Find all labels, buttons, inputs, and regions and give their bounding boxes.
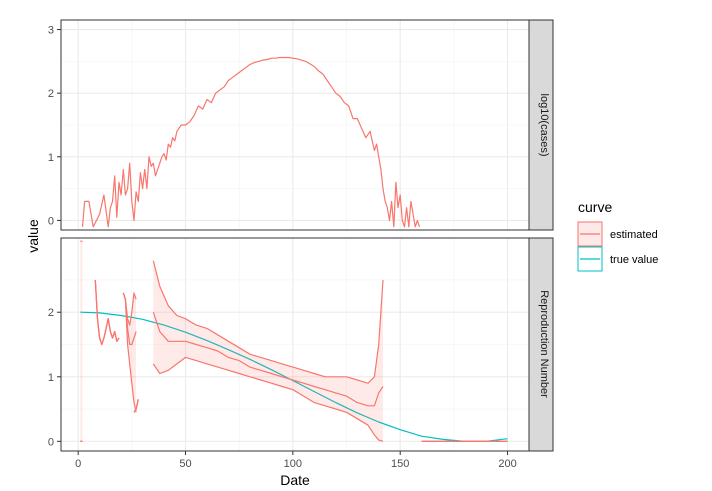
panel-2-strip xyxy=(528,237,554,452)
y-tick-label: 0 xyxy=(48,215,54,227)
x-tick-label: 0 xyxy=(75,458,81,470)
x-tick-label: 150 xyxy=(391,458,409,470)
legend-label-estimated: estimated xyxy=(610,229,658,241)
x-axis-title: Date xyxy=(280,472,310,488)
legend-title: curve xyxy=(578,199,612,215)
series-line-estimated xyxy=(81,56,421,228)
x-axis-ticks: 0 50 100 150 200 xyxy=(75,451,517,470)
x-tick-label: 50 xyxy=(179,458,191,470)
panel-1-y-ticks: 0 1 2 3 xyxy=(48,25,61,227)
x-tick-label: 200 xyxy=(498,458,516,470)
ribbon-segment xyxy=(80,241,83,442)
ribbon-segment xyxy=(153,260,383,442)
panel-2-grid xyxy=(61,238,529,451)
y-tick-label: 3 xyxy=(48,25,54,37)
legend-label-true-value: true value xyxy=(610,254,658,266)
ribbon-segment xyxy=(123,292,137,413)
ribbon-upper-line xyxy=(152,260,384,384)
panel-1-data xyxy=(81,56,421,228)
y-tick-label: 0 xyxy=(48,436,54,448)
legend: curve estimated true value xyxy=(577,199,658,272)
legend-entry-estimated: estimated xyxy=(577,221,658,247)
y-tick-label: 1 xyxy=(48,372,54,384)
estimate-line-segment xyxy=(122,292,137,346)
legend-entry-true-value: true value xyxy=(577,246,658,272)
y-tick-label: 1 xyxy=(48,152,54,164)
panel-1-strip-label: log10(cases) xyxy=(538,94,550,157)
panel-1-strip xyxy=(528,19,554,231)
y-axis-title: value xyxy=(25,219,41,253)
panel-2-data xyxy=(80,240,508,442)
y-tick-label: 2 xyxy=(48,88,54,100)
panel-2-y-ticks: 0 1 2 xyxy=(48,307,61,448)
ribbon-lower-line xyxy=(152,356,384,442)
estimate-line-segment xyxy=(133,399,139,413)
estimate-line-segment xyxy=(94,279,120,346)
estimate-line-segment xyxy=(152,312,384,407)
y-tick-label: 2 xyxy=(48,307,54,319)
x-tick-label: 100 xyxy=(284,458,302,470)
panel-2-strip-label: Reproduction Number xyxy=(538,290,550,398)
